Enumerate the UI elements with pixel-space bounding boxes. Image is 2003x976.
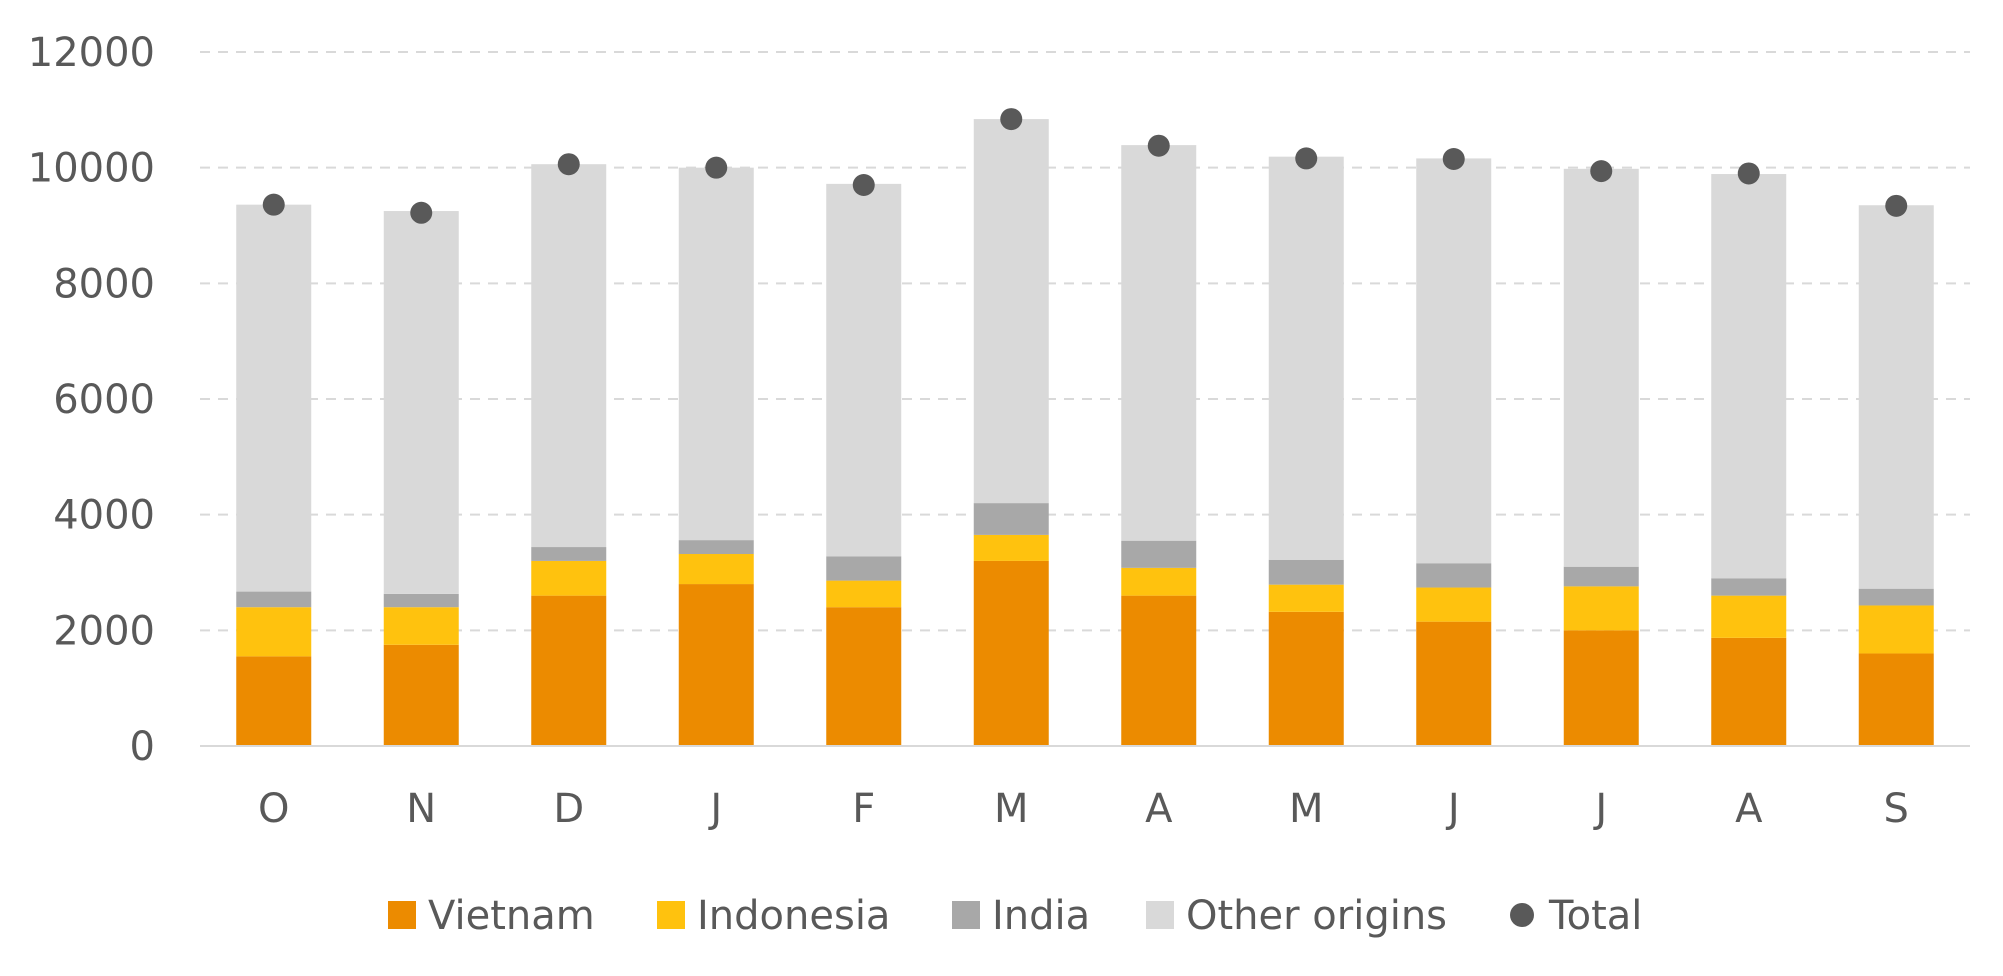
y-axis-tick-labels: 0 2000 4000 6000 8000 10000 12000	[28, 30, 155, 770]
y-tick-label: 2000	[53, 608, 155, 654]
bar-segment-indonesia	[1711, 595, 1787, 638]
bar-segment-other-origins	[826, 183, 902, 557]
bar-segment-india	[383, 593, 459, 608]
bar-segment-other-origins	[1563, 168, 1639, 567]
bar-segment-other-origins	[531, 164, 607, 548]
x-tick-label: S	[1884, 786, 1909, 832]
bar-segment-other-origins	[1268, 156, 1344, 560]
bar-segment-india	[1858, 588, 1934, 606]
x-tick-label: M	[994, 786, 1029, 832]
y-tick-label: 8000	[53, 261, 155, 307]
legend-swatch-vietnam	[388, 901, 416, 929]
bar-segment-india	[1711, 578, 1787, 596]
total-marker	[1295, 147, 1318, 170]
bar-segment-indonesia	[531, 560, 607, 596]
bar-segment-india	[973, 503, 1049, 535]
bar-segment-india	[236, 591, 312, 608]
bar-segment-indonesia	[678, 553, 754, 585]
legend-swatch-indonesia	[657, 901, 685, 929]
bar-segment-indonesia	[1563, 586, 1639, 631]
x-tick-label: A	[1145, 786, 1173, 832]
bar-segment-indonesia	[826, 580, 902, 608]
bar-segment-other-origins	[383, 211, 459, 594]
bar-segment-vietnam	[1416, 621, 1492, 746]
x-tick-label: A	[1735, 786, 1763, 832]
bar-segment-vietnam	[236, 656, 312, 746]
y-tick-label: 12000	[28, 30, 155, 76]
total-marker	[1885, 194, 1908, 217]
total-markers	[262, 108, 1908, 224]
bar-segment-vietnam	[1711, 637, 1787, 746]
x-tick-label: J	[1592, 786, 1607, 832]
legend-label-vietnam: Vietnam	[428, 893, 595, 939]
bar-segment-indonesia	[1416, 587, 1492, 622]
bar-segment-other-origins	[236, 204, 312, 592]
total-marker	[557, 153, 580, 176]
total-marker	[1590, 160, 1613, 183]
x-tick-label: J	[707, 786, 722, 832]
bar-segment-india	[1121, 540, 1197, 568]
x-tick-label: O	[258, 786, 289, 832]
bar-segment-other-origins	[1711, 174, 1787, 579]
bar-segment-india	[678, 540, 754, 554]
bar-segment-india	[826, 556, 902, 581]
legend-label-other-origins: Other origins	[1186, 893, 1447, 939]
bar-segment-indonesia	[973, 534, 1049, 561]
legend-label-total: Total	[1548, 893, 1642, 939]
bar-segment-indonesia	[1268, 584, 1344, 612]
bar-segment-vietnam	[1858, 653, 1934, 746]
bar-segment-indonesia	[1858, 605, 1934, 654]
total-marker	[1000, 108, 1023, 131]
x-tick-label: N	[406, 786, 436, 832]
total-marker	[705, 156, 728, 179]
gridlines	[200, 51, 1970, 632]
bar-segment-india	[1268, 559, 1344, 585]
legend-label-indonesia: Indonesia	[697, 893, 890, 939]
bar-segment-other-origins	[973, 119, 1049, 504]
y-tick-label: 0	[130, 724, 155, 770]
y-tick-label: 6000	[53, 377, 155, 423]
bar-segment-vietnam	[973, 560, 1049, 746]
legend-label-india: India	[992, 893, 1090, 939]
bar-segment-india	[1563, 566, 1639, 587]
bars	[236, 119, 1934, 746]
bar-segment-indonesia	[1121, 567, 1197, 596]
bar-segment-other-origins	[1858, 205, 1934, 589]
bar-segment-other-origins	[678, 167, 754, 541]
bar-segment-vietnam	[1121, 595, 1197, 746]
x-tick-label: D	[553, 786, 584, 832]
bar-segment-indonesia	[236, 607, 312, 657]
bar-segment-vietnam	[678, 584, 754, 746]
total-marker	[410, 201, 433, 224]
total-marker	[1737, 162, 1760, 185]
total-marker	[852, 174, 875, 197]
x-tick-label: J	[1445, 786, 1460, 832]
legend-swatch-india	[952, 901, 980, 929]
legend-swatch-total	[1510, 903, 1534, 927]
bar-segment-india	[531, 547, 607, 561]
bar-segment-other-origins	[1121, 145, 1197, 541]
x-tick-label: F	[852, 786, 875, 832]
bar-segment-vietnam	[826, 607, 902, 746]
bar-segment-india	[1416, 563, 1492, 588]
y-tick-label: 10000	[28, 146, 155, 192]
bar-segment-vietnam	[1563, 630, 1639, 746]
legend-swatch-other-origins	[1146, 901, 1174, 929]
bar-segment-vietnam	[1268, 611, 1344, 746]
total-marker	[262, 193, 285, 216]
legend: Vietnam Indonesia India Other origins Total	[388, 893, 1642, 939]
bar-segment-indonesia	[383, 607, 459, 645]
x-tick-label: M	[1289, 786, 1324, 832]
bar-segment-other-origins	[1416, 158, 1492, 564]
total-marker	[1442, 147, 1465, 170]
bar-segment-vietnam	[383, 644, 459, 746]
y-tick-label: 4000	[53, 493, 155, 539]
bar-segment-vietnam	[531, 595, 607, 746]
total-marker	[1147, 134, 1170, 157]
